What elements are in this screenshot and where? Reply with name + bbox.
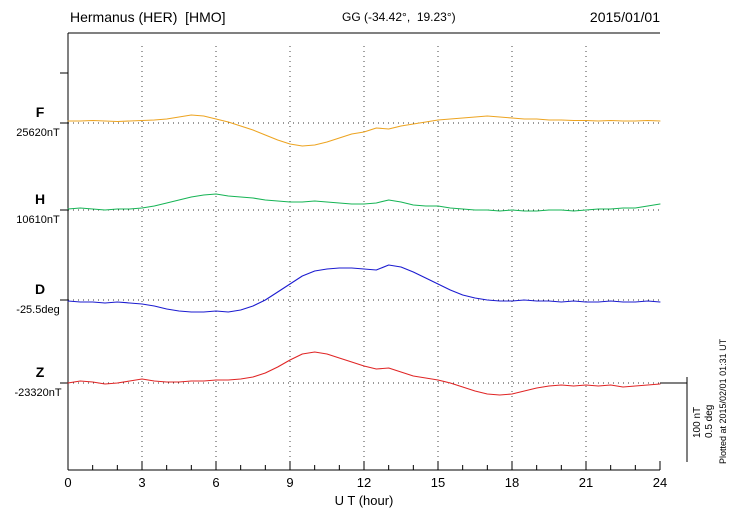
x-tick-label: 18 <box>505 475 519 490</box>
series-label-D: D <box>35 281 45 297</box>
x-tick-label: 3 <box>138 475 145 490</box>
series-label-Z: Z <box>36 364 45 380</box>
series-label-F: F <box>36 104 45 120</box>
x-tick-label: 21 <box>579 475 593 490</box>
x-tick-label: 24 <box>653 475 667 490</box>
chart-generated-layer: 0 3 6 9 12 15 18 21 24 F 25620nT H 10610nT D -25.5deg Z… <box>14 32 688 490</box>
trace-F <box>67 114 661 147</box>
x-tick-label: 12 <box>357 475 371 490</box>
x-tick-label: 9 <box>286 475 293 490</box>
series-baseline-value-D: -25.5deg <box>16 304 59 316</box>
plotted-at-note: Plotted at 2015/02/01 01:31 UT <box>718 338 728 464</box>
geographic-coords: GG (-34.42°, 19.23°) <box>342 10 456 24</box>
x-tick-label: 15 <box>431 475 445 490</box>
x-tick-label: 6 <box>212 475 219 490</box>
series-label-H: H <box>35 191 45 207</box>
station-title: Hermanus (HER) [HMO] <box>70 9 226 25</box>
series-baseline-value-H: 10610nT <box>16 214 60 226</box>
trace-D <box>67 264 661 313</box>
x-axis-title: U T (hour) <box>335 493 394 508</box>
plot-date: 2015/01/01 <box>590 9 660 25</box>
scalebar-deg-label: 0.5 deg <box>704 405 715 438</box>
trace-Z <box>67 351 661 396</box>
series-baseline-value-Z: -23320nT <box>14 387 61 399</box>
x-tick-label: 0 <box>64 475 71 490</box>
series-baseline-value-F: 25620nT <box>16 127 60 139</box>
trace-H <box>67 193 661 212</box>
scalebar-nt-label: 100 nT <box>692 407 703 438</box>
